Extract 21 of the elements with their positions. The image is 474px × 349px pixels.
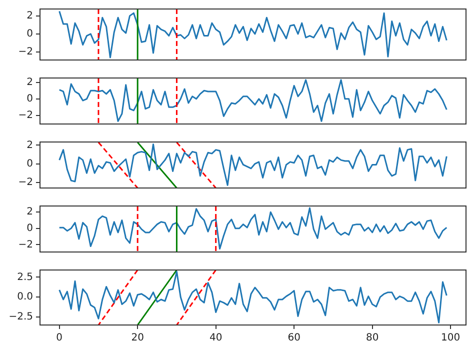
- x-tick-label: 0: [56, 332, 63, 344]
- y-tick-label: −2.5: [8, 312, 33, 323]
- x-tick-label: 20: [131, 332, 144, 344]
- y-tick-label: 2.5: [17, 272, 33, 283]
- y-tick-label: 0: [26, 93, 33, 104]
- x-tick-label: 60: [288, 332, 300, 344]
- y-tick-label: 2: [26, 10, 33, 22]
- y-tick-label: 0: [26, 222, 33, 234]
- y-tick-label: −2: [18, 110, 33, 122]
- y-tick-label: −2: [18, 177, 33, 188]
- y-tick-label: 2: [26, 140, 33, 151]
- y-tick-label: 2: [26, 206, 33, 218]
- y-tick-label: −2: [18, 46, 33, 58]
- y-tick-label: 0: [26, 28, 33, 40]
- x-tick-label: 80: [366, 332, 379, 344]
- y-tick-label: 0: [26, 158, 33, 170]
- x-tick-label: 40: [209, 332, 222, 344]
- y-tick-label: 2: [26, 76, 33, 88]
- y-tick-label: 0.0: [17, 292, 33, 303]
- x-tick-label: 100: [441, 332, 460, 344]
- y-tick-label: −2: [18, 239, 33, 250]
